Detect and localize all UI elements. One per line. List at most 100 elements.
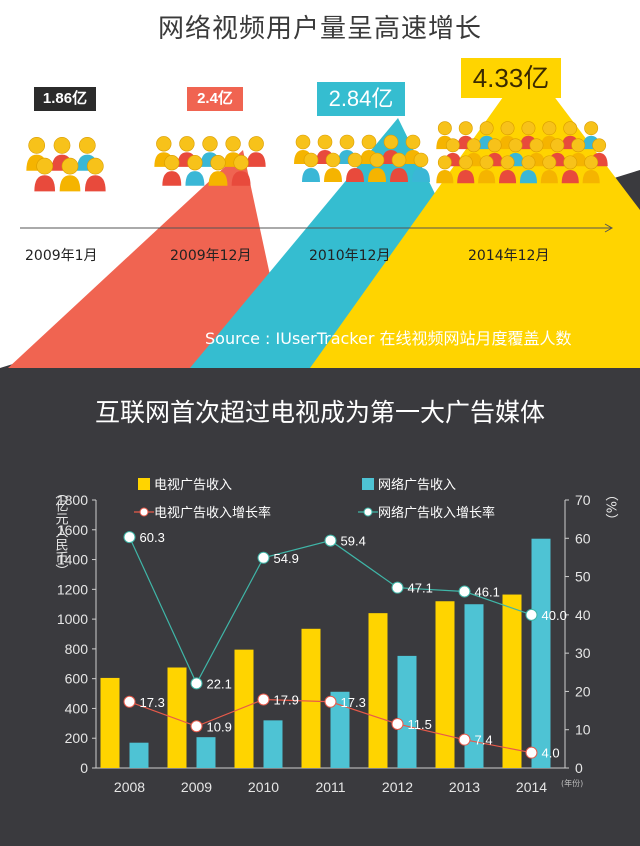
person-body bbox=[324, 168, 342, 182]
person-icon bbox=[84, 157, 106, 192]
person-icon bbox=[246, 136, 266, 167]
y-axis-label-right: （%） bbox=[603, 488, 619, 526]
x-unit-label: (年份) bbox=[561, 778, 583, 788]
legend-marker bbox=[139, 507, 149, 517]
user-count-badge-2014-12: 4.33亿 bbox=[461, 58, 561, 98]
person-body bbox=[390, 168, 408, 182]
person-body bbox=[208, 171, 228, 186]
person-head bbox=[317, 134, 333, 150]
x-tick-label: 2014 bbox=[516, 779, 547, 795]
person-head bbox=[339, 134, 355, 150]
legend-label: 电视广告收入 bbox=[154, 478, 232, 493]
y-axis-label-left: （亿元人民币） bbox=[53, 486, 69, 577]
person-icon bbox=[390, 152, 408, 182]
person-head bbox=[225, 136, 241, 152]
person-head bbox=[584, 155, 599, 170]
online-growth-data-label: 47.1 bbox=[408, 581, 433, 596]
person-head bbox=[437, 121, 452, 136]
online-growth-data-label: 40.0 bbox=[542, 608, 567, 623]
person-body bbox=[302, 168, 320, 182]
tv-revenue-bar bbox=[167, 667, 187, 768]
tv-revenue-bar bbox=[234, 649, 254, 768]
person-head bbox=[78, 137, 96, 154]
user-count-badge-2010-12: 2.84亿 bbox=[317, 82, 405, 116]
y-tick-label-left: 400 bbox=[65, 700, 89, 716]
source-note: Source : IUserTracker 在线视频网站月度覆盖人数 bbox=[205, 329, 572, 348]
person-body bbox=[84, 175, 106, 192]
online-revenue-bar bbox=[531, 538, 551, 768]
person-head bbox=[210, 155, 226, 171]
person-icon bbox=[324, 152, 342, 182]
user-count-badge-2009-12: 2.4亿 bbox=[187, 87, 243, 111]
person-head bbox=[347, 152, 363, 168]
person-head bbox=[391, 152, 407, 168]
tv-growth-data-label: 4.0 bbox=[542, 746, 560, 761]
person-head bbox=[584, 121, 599, 136]
online-revenue-bar bbox=[330, 691, 350, 768]
person-body bbox=[519, 170, 537, 184]
person-head bbox=[164, 155, 180, 171]
person-head bbox=[156, 136, 172, 152]
legend-swatch bbox=[362, 478, 374, 490]
person-body bbox=[162, 171, 182, 186]
person-icon bbox=[412, 152, 430, 182]
legend-label: 网络广告收入增长率 bbox=[378, 505, 495, 521]
user-count-badge-2009-01: 1.86亿 bbox=[34, 87, 96, 111]
person-body bbox=[499, 170, 517, 184]
y-tick-label-left: 1400 bbox=[57, 552, 88, 568]
person-head bbox=[86, 157, 104, 175]
y-tick-label-left: 1800 bbox=[57, 492, 88, 508]
person-head bbox=[36, 157, 54, 175]
person-head bbox=[53, 137, 71, 154]
tv-growth-data-label: 17.9 bbox=[274, 692, 299, 707]
person-body bbox=[368, 168, 386, 182]
online-growth-point bbox=[257, 551, 270, 564]
tv-revenue-bar bbox=[100, 677, 120, 768]
user-crowd-icons bbox=[26, 121, 608, 192]
person-head bbox=[542, 121, 557, 136]
person-head bbox=[550, 138, 565, 153]
person-head bbox=[437, 155, 452, 170]
person-head bbox=[445, 138, 460, 153]
person-body bbox=[59, 175, 81, 192]
period-label-2010-12: 2010年12月 bbox=[309, 248, 391, 264]
tv-growth-data-label: 10.9 bbox=[207, 719, 232, 734]
person-icon bbox=[185, 155, 205, 186]
y-tick-label-right: 60 bbox=[575, 530, 591, 546]
y-tick-label-right: 40 bbox=[575, 607, 591, 623]
y-tick-label-left: 600 bbox=[65, 671, 89, 687]
online-growth-point bbox=[324, 534, 337, 547]
person-head bbox=[413, 152, 429, 168]
online-growth-data-label: 22.1 bbox=[207, 676, 232, 691]
person-head bbox=[248, 136, 264, 152]
legend-marker bbox=[363, 507, 373, 517]
period-label-2009-12: 2009年12月 bbox=[170, 248, 252, 264]
person-icon bbox=[368, 152, 386, 182]
ad-revenue-chart: 0 200 400 600 800 1000 1200 1400 1600 1800 0 10 20 30… bbox=[53, 477, 619, 795]
person-head bbox=[61, 157, 79, 175]
online-revenue-bar bbox=[129, 742, 149, 768]
person-icon bbox=[444, 138, 462, 167]
tv-revenue-bar bbox=[301, 628, 321, 768]
tv-growth-point bbox=[123, 695, 136, 708]
person-head bbox=[563, 155, 578, 170]
person-body bbox=[231, 171, 251, 186]
person-icon bbox=[499, 155, 517, 184]
person-icon bbox=[457, 155, 475, 184]
x-tick-label: 2013 bbox=[449, 779, 480, 795]
person-icon bbox=[478, 155, 496, 184]
person-head bbox=[187, 155, 203, 171]
online-growth-point bbox=[525, 608, 538, 621]
person-head bbox=[521, 155, 536, 170]
person-head bbox=[500, 155, 515, 170]
tv-growth-point bbox=[257, 693, 270, 706]
person-body bbox=[540, 170, 558, 184]
person-icon bbox=[519, 155, 537, 184]
person-body bbox=[457, 170, 475, 184]
tv-growth-data-label: 17.3 bbox=[341, 695, 366, 710]
y-tick-label-right: 0 bbox=[575, 760, 583, 776]
person-head bbox=[529, 138, 544, 153]
tv-revenue-bar bbox=[502, 594, 522, 768]
